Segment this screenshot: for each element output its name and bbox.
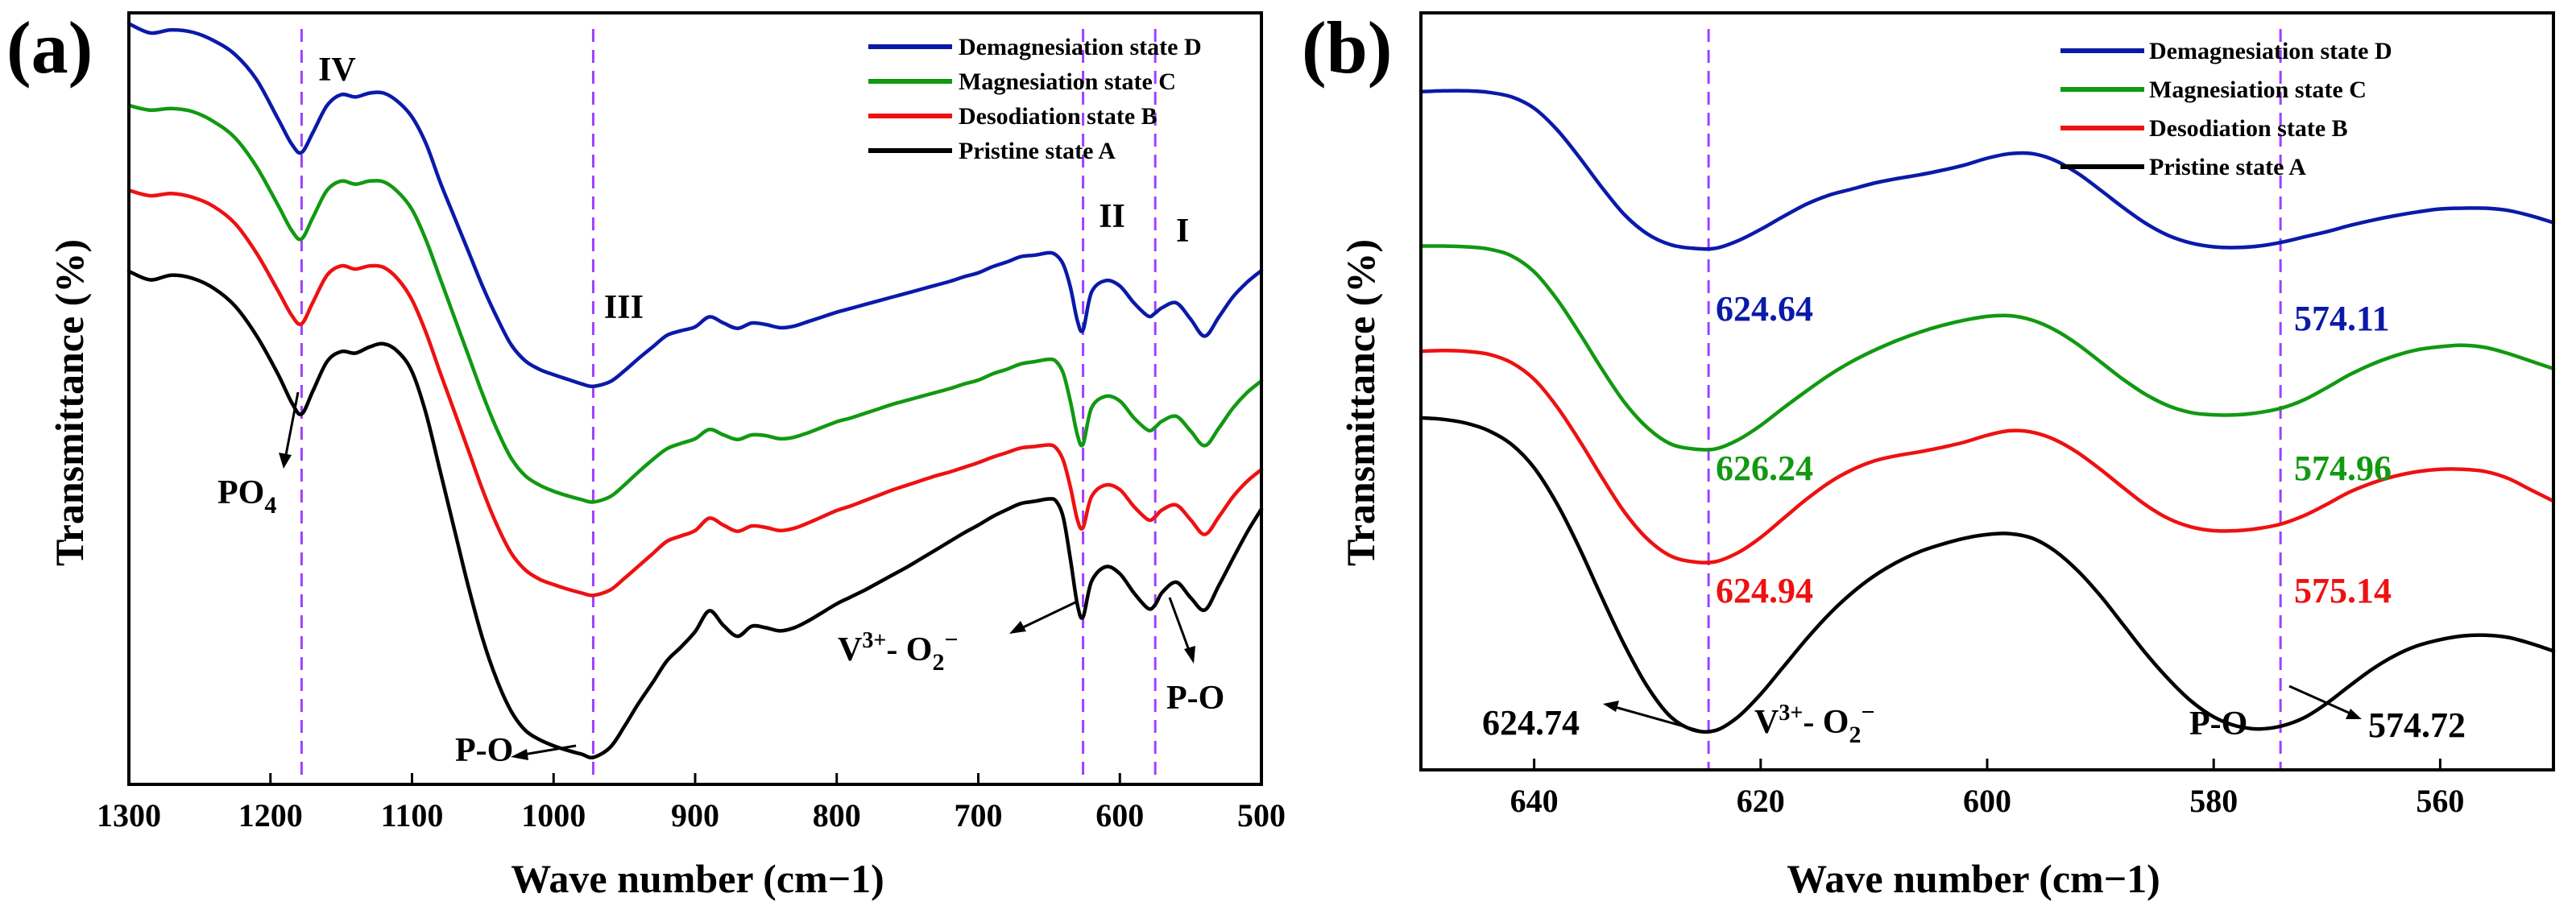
po-low-arrowhead — [511, 749, 528, 760]
peak-label-right: 574.72 — [2368, 705, 2466, 745]
x-tick-label: 600 — [1963, 783, 2011, 819]
v3-o2-arrow-a — [1021, 601, 1076, 630]
po4-arrowhead — [279, 453, 292, 469]
po4-arrow — [284, 391, 300, 460]
series-line-pristine-state-a — [1418, 416, 2556, 734]
panel-b-y-axis-label: Transmittance (%) — [1338, 239, 1383, 566]
series-line-pristine-state-a — [126, 269, 1264, 760]
panel-a-y-axis-label: Transmittance (%) — [47, 239, 92, 566]
roman-label-ii: II — [1099, 198, 1125, 235]
peak-label-left: 624.94 — [1716, 571, 1813, 610]
legend-entry: Demagnesiation state D — [2149, 38, 2392, 64]
legend-entry: Desodiation state B — [2149, 115, 2348, 142]
roman-label-iv: IV — [318, 52, 356, 89]
panel-a-x-axis-label: Wave number (cm−1) — [511, 856, 884, 901]
po-low-annotation: P-O — [455, 732, 513, 769]
x-tick-label: 500 — [1237, 797, 1286, 833]
v3-o2-annotation-a: V3+- O2− — [838, 627, 959, 676]
x-tick-label: 620 — [1737, 783, 1785, 819]
v3-o2-arrowhead-a — [1009, 621, 1026, 634]
x-tick-label: 560 — [2416, 783, 2464, 819]
x-tick-label: 900 — [671, 797, 719, 833]
po-right-arrowhead — [1184, 646, 1195, 664]
x-tick-label: 1100 — [381, 797, 444, 833]
legend-entry: Magnesiation state C — [959, 68, 1176, 95]
x-tick-label: 800 — [813, 797, 861, 833]
series-line-magnesiation-state-c — [1418, 244, 2556, 452]
panel-b: (b) Transmittance (%) Wave number (cm−1)… — [1302, 6, 2556, 901]
v3-o2-annotation-b: V3+- O2− — [1754, 699, 1875, 748]
x-tick-label: 640 — [1510, 783, 1559, 819]
legend-entry: Magnesiation state C — [2149, 77, 2367, 103]
po-arrowhead-b — [2346, 709, 2362, 719]
series-line-demagnesiation-state-d — [1418, 89, 2556, 251]
roman-label-iii: III — [604, 289, 644, 326]
panel-b-x-axis-label: Wave number (cm−1) — [1787, 856, 2160, 901]
series-line-desodiation-state-b — [1418, 348, 2556, 565]
peak-label-left: 624.74 — [1482, 703, 1580, 742]
panel-b-plot-frame — [1419, 11, 2555, 771]
panel-a: (a) Transmittance (%) Wave number (cm−1)… — [6, 6, 1286, 901]
po4-annotation: PO4 — [217, 474, 276, 519]
peak-label-right: 574.11 — [2294, 299, 2390, 338]
series-line-magnesiation-state-c — [126, 103, 1264, 504]
po-annotation-b: P-O — [2189, 705, 2247, 742]
x-tick-label: 1300 — [97, 797, 161, 833]
peak-label-right: 575.14 — [2294, 571, 2392, 610]
peak-label-right: 574.96 — [2294, 449, 2392, 488]
v3-o2-arrow-b — [1614, 705, 1702, 733]
x-tick-label: 1200 — [238, 797, 303, 833]
series-line-demagnesiation-state-d — [126, 22, 1264, 389]
v3-o2-arrowhead-b — [1603, 701, 1619, 712]
series-line-desodiation-state-b — [126, 188, 1264, 598]
x-tick-label: 700 — [955, 797, 1003, 833]
panel-a-label: (a) — [6, 6, 93, 89]
legend-entry: Demagnesiation state D — [959, 34, 1202, 60]
peak-label-left: 626.24 — [1716, 449, 1813, 488]
legend-entry: Pristine state A — [2149, 154, 2306, 180]
panel-b-label: (b) — [1302, 6, 1392, 89]
po-arrow-b — [2288, 685, 2351, 715]
roman-label-i: I — [1176, 213, 1189, 250]
peak-label-left: 624.64 — [1716, 289, 1813, 329]
legend-entry: Pristine state A — [959, 138, 1116, 164]
po-low-arrow — [523, 744, 577, 756]
x-tick-label: 600 — [1095, 797, 1144, 833]
po-right-arrow — [1168, 597, 1191, 653]
x-tick-label: 1000 — [521, 797, 586, 833]
legend-entry: Desodiation state B — [959, 103, 1158, 130]
x-tick-label: 580 — [2189, 783, 2238, 819]
po-right-annotation: P-O — [1166, 680, 1224, 717]
